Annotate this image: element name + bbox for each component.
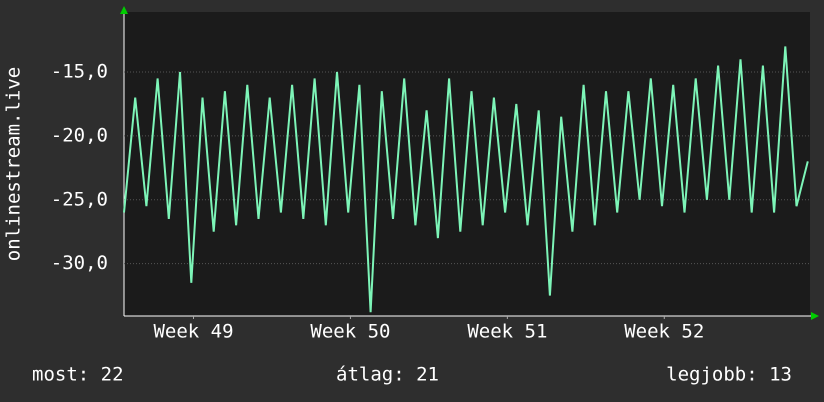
y-tick-label: -30,0 <box>51 252 108 274</box>
y-tick-label: -20,0 <box>51 124 108 146</box>
y-tick-label: -15,0 <box>51 61 108 83</box>
stat-best: legjobb: 13 <box>666 364 792 386</box>
y-axis-label: onlinestream.live <box>3 67 25 261</box>
plot-area <box>124 12 810 316</box>
y-arrow <box>120 6 128 14</box>
series-line <box>123 46 809 313</box>
x-tick-label: Week 50 <box>310 321 390 343</box>
y-tick-label: -25,0 <box>51 188 108 210</box>
x-tick-label: Week 49 <box>153 321 233 343</box>
x-arrow <box>811 312 819 320</box>
stat-current: most: 22 <box>32 364 124 386</box>
x-tick-label: Week 52 <box>624 321 704 343</box>
x-tick-label: Week 51 <box>467 321 547 343</box>
stat-average: átlag: 21 <box>336 364 439 386</box>
